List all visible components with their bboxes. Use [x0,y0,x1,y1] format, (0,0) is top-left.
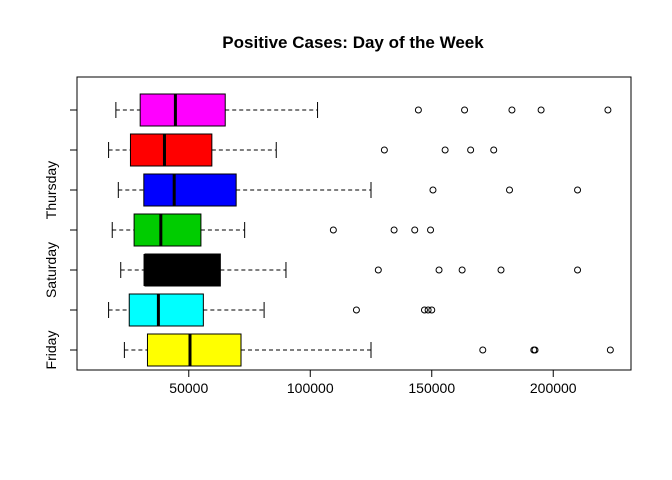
outlier-point [329,226,337,234]
outlier-point [458,266,466,274]
y-tick-label: Friday [43,331,59,370]
outlier-point [604,106,612,114]
outlier-point [574,186,582,194]
box-0 [123,333,614,367]
outlier-point [606,346,614,354]
outlier-point [467,146,475,154]
outlier-point [352,306,360,314]
outlier-point [537,106,545,114]
outlier-point [435,266,443,274]
x-tick-label: 150000 [408,380,455,396]
outlier-point [506,186,514,194]
y-tick-label: Thursday [43,161,59,219]
box-5 [108,133,498,167]
box-rect [129,133,213,167]
x-tick-label: 200000 [530,380,577,396]
box-4 [117,173,582,207]
outlier-point [508,106,516,114]
x-tick-label: 50000 [169,380,208,396]
outlier-point [461,106,469,114]
y-axis: Friday Saturday Thursday [43,109,78,370]
outlier-point [414,106,422,114]
outlier-point [428,306,436,314]
box-3 [111,213,435,247]
x-tick-label: 100000 [287,380,334,396]
outlier-point [420,306,428,314]
outlier-point [497,266,505,274]
outlier-point [427,226,435,234]
outlier-point [531,346,539,354]
box-rect [128,293,204,327]
outlier-point [574,266,582,274]
box-rect [139,93,226,127]
x-axis: 50000 100000 150000 200000 [169,369,577,396]
outlier-point [411,226,419,234]
outlier-point [429,186,437,194]
box-group [108,93,614,367]
box-6 [115,93,612,127]
outlier-point [390,226,398,234]
outlier-point [441,146,449,154]
y-tick-label: Saturday [43,242,59,298]
outlier-point [424,306,432,314]
box-rect [146,333,242,367]
outlier-point [479,346,487,354]
box-rect [133,213,202,247]
outlier-point [374,266,382,274]
chart-title: Positive Cases: Day of the Week [222,33,484,52]
box-rect [143,173,237,207]
outlier-point [490,146,498,154]
box-1 [108,293,436,327]
box-rect [144,253,221,287]
box-2 [120,253,582,287]
outlier-point [380,146,388,154]
